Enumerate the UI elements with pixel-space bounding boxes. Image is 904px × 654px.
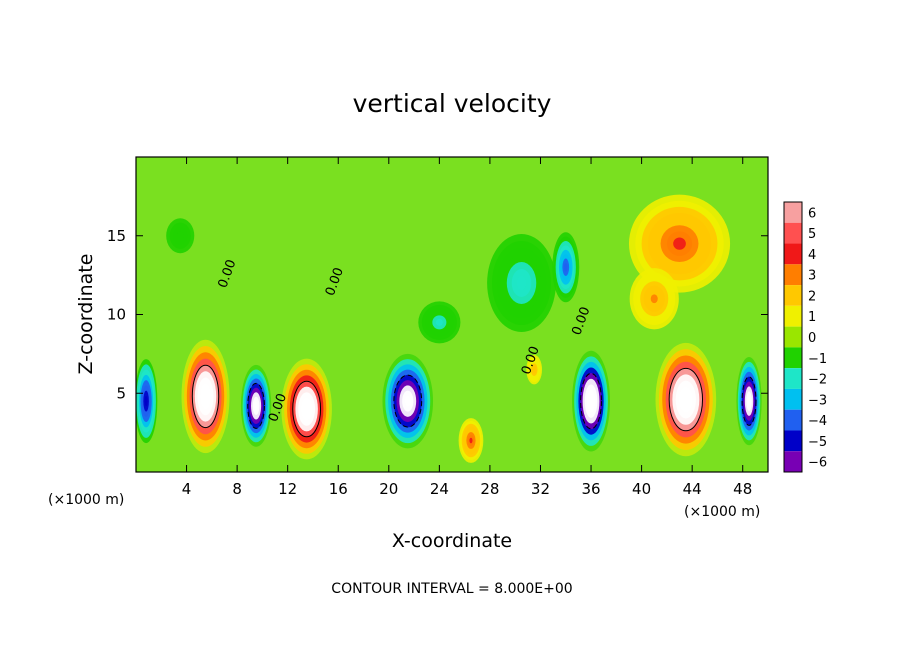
x-tick-label: 20 [379, 480, 398, 498]
x-axis-label: X-coordinate [392, 530, 512, 552]
contour-line [292, 380, 322, 438]
y-axis: 5 10 15 [107, 227, 768, 402]
x-tick-label: 16 [329, 480, 348, 498]
contour-line [191, 364, 220, 429]
y-tick-label: 10 [107, 306, 126, 324]
colorbar-cell [784, 264, 802, 286]
field-level [404, 395, 411, 407]
x-tick-label: 4 [182, 480, 192, 498]
field-level [747, 396, 751, 407]
contour-lines: 0.00 0.000.000.000.00 [191, 258, 757, 438]
field-feature-1 [281, 358, 332, 460]
x-unit-left: (×1000 m) [48, 492, 124, 508]
plot-area: 0.00 0.000.000.000.00 [135, 156, 769, 473]
field-feature-7 [240, 364, 272, 447]
colorbar-label: 2 [808, 289, 816, 304]
colorbar-cell [784, 305, 802, 327]
field-feature-5 [628, 194, 731, 293]
x-axis: 4 8 12 16 20 24 28 32 36 40 44 48 [182, 157, 752, 498]
colorbar-cell [784, 430, 802, 452]
colorbar-cell [784, 326, 802, 348]
field-level [673, 237, 686, 250]
colorbar-cell [784, 388, 802, 410]
field-feature-4 [526, 354, 543, 385]
colorbar-cell [784, 243, 802, 265]
field-feature-14 [418, 301, 461, 344]
contour-line [668, 367, 704, 432]
colorbar: 6 5 4 3 2 1 0 −1 −2 −3 −4 −5 −6 [783, 201, 827, 473]
colorbar-label: 6 [808, 206, 816, 221]
field-level [682, 393, 690, 406]
colorbar-cell [784, 368, 802, 389]
field-level [516, 276, 527, 290]
field-feature-10 [736, 357, 762, 446]
colorbar-label: −4 [808, 414, 827, 429]
field-level [533, 367, 536, 372]
colorbar-label: 5 [808, 227, 816, 242]
colorbar-label: 1 [808, 310, 816, 325]
x-tick-label: 48 [733, 480, 752, 498]
colorbar-label: −1 [808, 352, 827, 367]
contour-interval-note: CONTOUR INTERVAL = 8.000E+00 [331, 581, 572, 597]
field-level [650, 294, 658, 304]
contour-line [741, 376, 757, 426]
field-level [202, 390, 209, 403]
colorbar-cell [784, 347, 802, 369]
colorbar-label: 4 [808, 248, 816, 263]
chart-title: vertical velocity [353, 89, 552, 118]
field-level [435, 318, 443, 326]
colorbar-cell [784, 285, 802, 306]
y-tick-label: 5 [116, 384, 126, 402]
colorbar-cell [784, 222, 802, 244]
y-axis-label: Z-coordinate [75, 254, 97, 375]
field-feature-11 [136, 359, 158, 444]
x-tick-label: 8 [232, 480, 242, 498]
x-unit-right: (×1000 m) [684, 504, 760, 520]
field-level [588, 395, 594, 407]
colorbar-label: 3 [808, 269, 816, 284]
field-level [176, 231, 184, 241]
field-level [303, 403, 310, 415]
field-feature-12 [552, 232, 580, 303]
colorbar-label: −3 [808, 393, 827, 408]
y-tick-label: 15 [107, 227, 126, 245]
x-tick-label: 28 [480, 480, 499, 498]
colorbar-label: −2 [808, 373, 827, 388]
field-feature-8 [382, 353, 434, 449]
contour-line [393, 374, 423, 428]
field-feature-13 [487, 234, 556, 332]
field-level [254, 401, 258, 411]
x-tick-label: 36 [581, 480, 600, 498]
field-feature-15 [166, 218, 195, 254]
colorbar-cell [784, 202, 802, 223]
x-tick-label: 44 [683, 480, 702, 498]
contour-line [580, 372, 602, 430]
colorbar-label: −5 [808, 435, 827, 450]
x-tick-label: 12 [278, 480, 297, 498]
field-level [144, 395, 148, 407]
contour-line [247, 382, 265, 429]
colorbar-label: −6 [808, 456, 827, 471]
field-feature-0 [181, 339, 230, 454]
colorbar-cell [784, 409, 802, 431]
field-feature-6 [629, 268, 679, 330]
colorbar-cell [784, 451, 802, 472]
colorbar-label: 0 [808, 331, 816, 346]
x-tick-label: 40 [632, 480, 651, 498]
colorbar-frame [783, 201, 803, 473]
field-level [564, 262, 568, 272]
field-feature-2 [655, 342, 717, 457]
x-tick-label: 24 [430, 480, 449, 498]
field-level [469, 437, 473, 444]
field-feature-3 [458, 418, 484, 463]
x-tick-label: 32 [531, 480, 550, 498]
field-feature-9 [572, 350, 610, 452]
